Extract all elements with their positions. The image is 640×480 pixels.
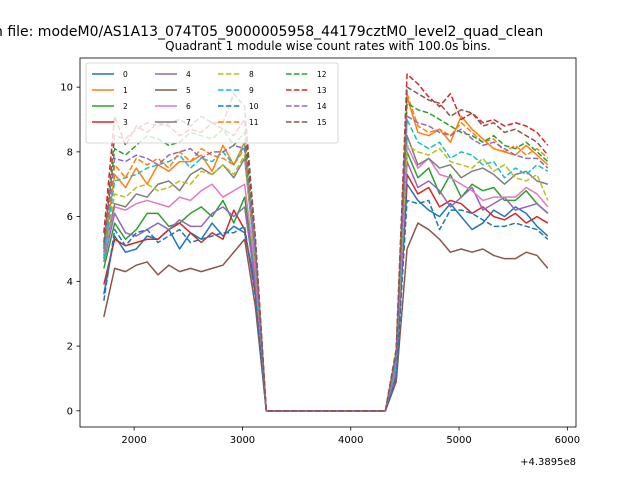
x-tick-label: 6000: [555, 435, 580, 446]
x-tick-label: 3000: [230, 435, 255, 446]
legend-label-3: 3: [123, 118, 128, 127]
legend-label-15: 15: [317, 118, 327, 127]
x-axis-offset-label: +4.3895e8: [520, 457, 576, 468]
legend-label-11: 11: [249, 118, 259, 127]
legend-label-6: 6: [186, 102, 191, 111]
x-tick-label: 5000: [446, 435, 471, 446]
x-tick-label: 4000: [338, 435, 363, 446]
legend-label-4: 4: [186, 70, 191, 79]
x-axis: 2000 3000 4000 5000 6000: [121, 427, 580, 446]
legend-label-9: 9: [249, 86, 254, 95]
legend-label-1: 1: [123, 86, 128, 95]
legend-label-14: 14: [317, 102, 327, 111]
series-group: [103, 73, 549, 412]
legend-label-5: 5: [186, 86, 191, 95]
legend-label-12: 12: [317, 70, 327, 79]
y-tick-label: 10: [60, 83, 73, 94]
plot-area-frame: [79, 57, 577, 428]
x-tick-label: 2000: [121, 435, 146, 446]
y-axis: 0 2 4 6 8 10: [60, 83, 80, 417]
y-tick-label: 4: [67, 277, 73, 288]
y-tick-label: 6: [67, 212, 73, 223]
legend-label-7: 7: [186, 118, 191, 127]
legend-box: [85, 62, 339, 144]
legend-label-8: 8: [249, 70, 254, 79]
legend-label-0: 0: [123, 70, 128, 79]
series-line-10: [103, 199, 549, 412]
y-tick-label: 2: [67, 342, 73, 353]
chart-title: Quadrant 1 module wise count rates with …: [165, 39, 491, 53]
y-tick-label: 8: [67, 147, 73, 158]
y-tick-label: 0: [67, 406, 73, 417]
legend-label-13: 13: [317, 86, 327, 95]
legend-label-10: 10: [249, 102, 259, 111]
chart-suptitle: n file: modeM0/AS1A13_074T05_9000005958_…: [0, 24, 543, 40]
legend-label-2: 2: [123, 102, 128, 111]
series-line-14: [103, 115, 549, 412]
